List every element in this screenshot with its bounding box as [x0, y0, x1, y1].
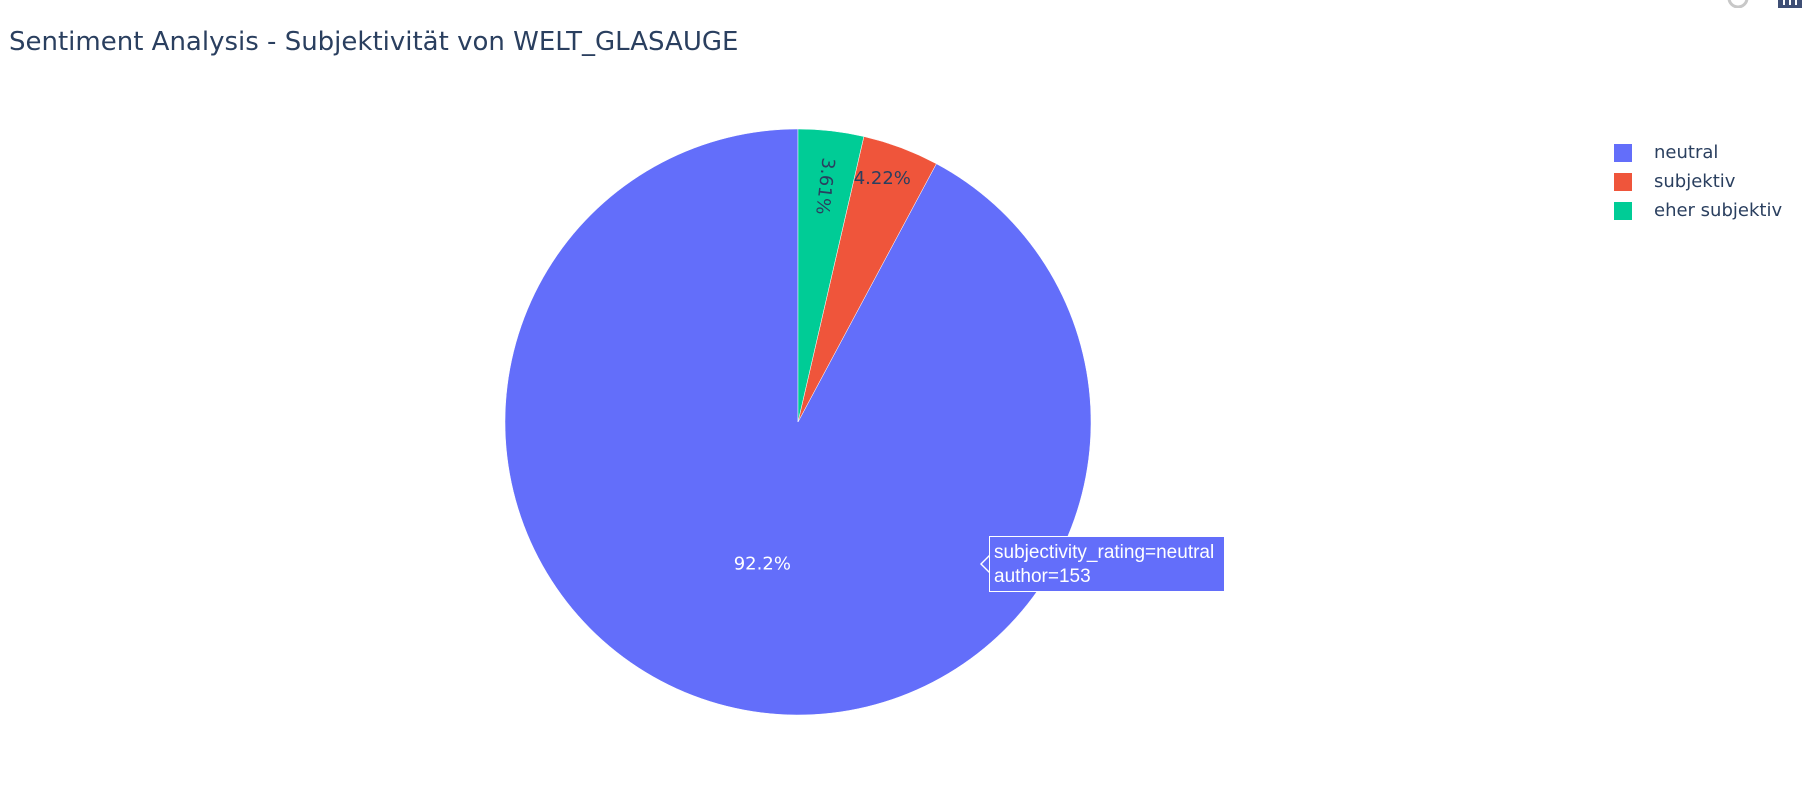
- legend-item-neutral[interactable]: neutral: [1614, 138, 1782, 167]
- reset-axes-icon[interactable]: [1726, 0, 1750, 8]
- pie-label-subjektiv: 4.22%: [854, 168, 911, 189]
- legend-item-eher-subjektiv[interactable]: eher subjektiv: [1614, 196, 1782, 225]
- modebar: [1726, 0, 1802, 8]
- legend-label: eher subjektiv: [1654, 200, 1783, 221]
- pie-label-neutral: 92.2%: [734, 554, 791, 575]
- tooltip-line-author: author=153: [994, 566, 1091, 587]
- pie-slice-eher-subjektiv[interactable]: [797, 128, 865, 423]
- legend-swatch: [1614, 172, 1632, 191]
- legend-label: neutral: [1654, 142, 1719, 163]
- tooltip-line-rating: subjectivity_rating=neutral: [994, 542, 1215, 563]
- pie-slices: [504, 128, 1092, 716]
- tooltip-pointer-fill: [982, 556, 990, 572]
- plotly-logo-icon[interactable]: [1778, 0, 1802, 8]
- legend-label: subjektiv: [1654, 171, 1736, 192]
- pie-slice-neutral[interactable]: [504, 128, 1092, 716]
- chart-title: Sentiment Analysis - Subjektivität von W…: [9, 27, 739, 57]
- legend-item-subjektiv[interactable]: subjektiv: [1614, 167, 1782, 196]
- hover-tooltip: subjectivity_rating=neutral author=153: [989, 536, 1225, 592]
- legend-swatch: [1614, 201, 1632, 220]
- legend: neutral subjektiv eher subjektiv: [1614, 138, 1782, 225]
- legend-swatch: [1614, 143, 1632, 162]
